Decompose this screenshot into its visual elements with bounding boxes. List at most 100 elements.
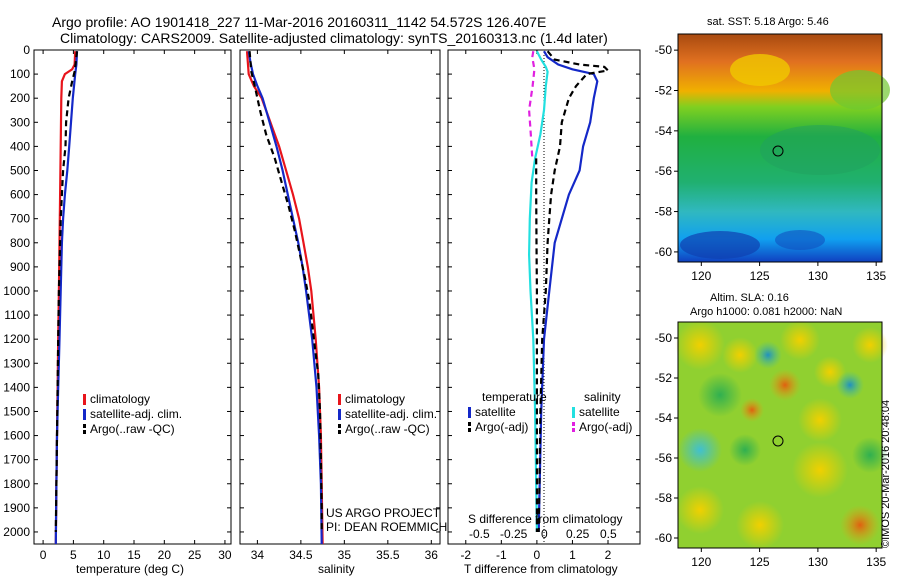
legend-item-s-satellite: satellite [572,405,632,420]
temperature-axes [33,49,232,545]
map-lat-label: -52 [655,371,673,385]
depth-tick-label: 800 [10,236,30,250]
difference-series [527,50,611,533]
map-lat-label: -58 [655,491,673,505]
x-tick-label: 10 [97,548,111,562]
x-tick-label: 5 [70,548,77,562]
sla-map [675,320,888,549]
x-tick-label: 2 [605,548,612,562]
map-lat-label: -56 [655,164,673,178]
x-tick-label: 0 [534,548,541,562]
map-lat-label: -58 [655,205,673,219]
temperature-series [54,51,79,545]
legend-item-argo: Argo(..raw -QC) [338,422,437,437]
map-lon-label: 135 [866,269,886,283]
map-lon-label: 130 [808,555,828,569]
map-lat-label: -54 [655,411,673,425]
difference-legend-salinity: salinity satellite Argo(-adj) [572,390,632,435]
legend-item-t-argo: Argo(-adj) [468,420,547,435]
map-lat-label: -54 [655,124,673,138]
map-lat-label: -50 [655,43,673,57]
difference-legend-temperature: temperature satellite Argo(-adj) [468,390,547,435]
series-line-salinity-argo-adj-lower [535,158,539,532]
sst-map-title: sat. SST: 5.18 Argo: 5.46 [707,16,829,28]
x-tick-label: 30 [218,548,232,562]
legend-item-t-satellite: satellite [468,405,547,420]
depth-tick-label: 1900 [3,501,30,515]
s-tick-1: -0.5 [469,527,490,541]
depth-tick-label: 200 [10,91,30,105]
x-tick-label: 20 [158,548,172,562]
x-tick-label: 34.5 [289,548,313,562]
x-tick-label: 36 [425,548,439,562]
legend-item-climatology: climatology [338,392,437,407]
map-lat-label: -50 [655,331,673,345]
depth-tick-label: 1200 [3,332,30,346]
depth-tick-label: 1600 [3,429,30,443]
depth-tick-label: 500 [10,163,30,177]
series-line-temperature-argo-adj- [537,50,611,533]
legend-item-climatology: climatology [83,392,182,407]
salinity-series [245,51,324,545]
temperature-x-axis: 0 5 10 15 20 25 30 [40,50,232,562]
depth-tick-label: 100 [10,67,30,81]
series-line-salinity-argo-adj- [527,51,536,159]
difference-axes [447,49,641,545]
map-lon-label: 135 [866,555,886,569]
x-tick-label: -2 [460,548,471,562]
x-tick-label: 35 [338,548,352,562]
sst-argo-marker [772,145,784,157]
depth-tick-label: 400 [10,139,30,153]
series-line-salinity-satellite [527,50,549,533]
x-tick-label: 25 [188,548,202,562]
sla-map-title-2: Argo h1000: 0.081 h2000: NaN [690,306,843,318]
series-line-argo-raw-qc- [248,51,323,532]
temperature-xlabel: temperature (deg C) [76,562,185,576]
map-lat-label: -60 [655,531,673,545]
depth-tick-label: 1400 [3,380,30,394]
s-difference-label: S difference from climatology [468,512,623,526]
project-note: US ARGO PROJECT [326,506,441,520]
salinity-x-axis: 34 34.5 35 35.5 36 [251,50,439,562]
map-lat-label: -52 [655,83,673,97]
depth-tick-label: 2000 [3,525,30,539]
salinity-xlabel: salinity [318,562,355,576]
map-lat-label: -60 [655,245,673,259]
copyright-stamp: ©IMOS 20-Mar-2016 20:48:04 [880,399,892,548]
sst-map-axes: 120 125 130 135 -50 -52 -54 -56 -58 -60 [655,43,887,283]
sst-map [677,33,890,263]
legend-item-satellite: satellite-adj. clim. [338,407,437,422]
series-line-temperature-satellite [537,50,599,533]
x-tick-label: 34 [251,548,265,562]
x-tick-label: 0 [40,548,47,562]
depth-tick-label: 1700 [3,453,30,467]
depth-tick-label: 900 [10,260,30,274]
sla-map-axes: 120 125 130 135 -50 -52 -54 -56 -58 -60 [655,331,887,569]
sla-argo-marker [772,435,784,447]
salinity-legend: climatology satellite-adj. clim. Argo(..… [338,392,437,437]
series-line-argo-raw-qc- [54,51,79,533]
difference-xlabel: T difference from climatology [464,562,618,576]
depth-tick-label: 1300 [3,356,30,370]
legend-header-temperature: temperature [482,390,547,404]
x-tick-label: 1 [569,548,576,562]
map-lon-label: 125 [750,555,770,569]
legend-item-argo: Argo(..raw -QC) [83,422,182,437]
s-tick-2: -0.25 [500,527,528,541]
series-line-satellite-adj-clim- [247,51,323,545]
x-tick-label: 15 [127,548,141,562]
depth-tick-label: 1500 [3,404,30,418]
depth-axis: 0 100 200 300 400 500 600 700 800 900 1000 1100 1200… [3,43,640,539]
pi-note: PI: DEAN ROEMMICH [326,520,448,534]
map-lat-label: -56 [655,451,673,465]
depth-tick-label: 1100 [4,308,30,322]
sla-map-title-1: Altim. SLA: 0.16 [710,292,789,304]
depth-tick-label: 600 [10,188,30,202]
x-tick-label: -1 [496,548,507,562]
figure-title-line1: Argo profile: AO 1901418_227 11-Mar-2016… [52,14,547,30]
temperature-legend: climatology satellite-adj. clim. Argo(..… [83,392,182,437]
legend-item-satellite: satellite-adj. clim. [83,407,182,422]
legend-header-salinity: salinity [584,390,621,404]
figure-title-line2: Climatology: CARS2009. Satellite-adjuste… [60,30,608,46]
